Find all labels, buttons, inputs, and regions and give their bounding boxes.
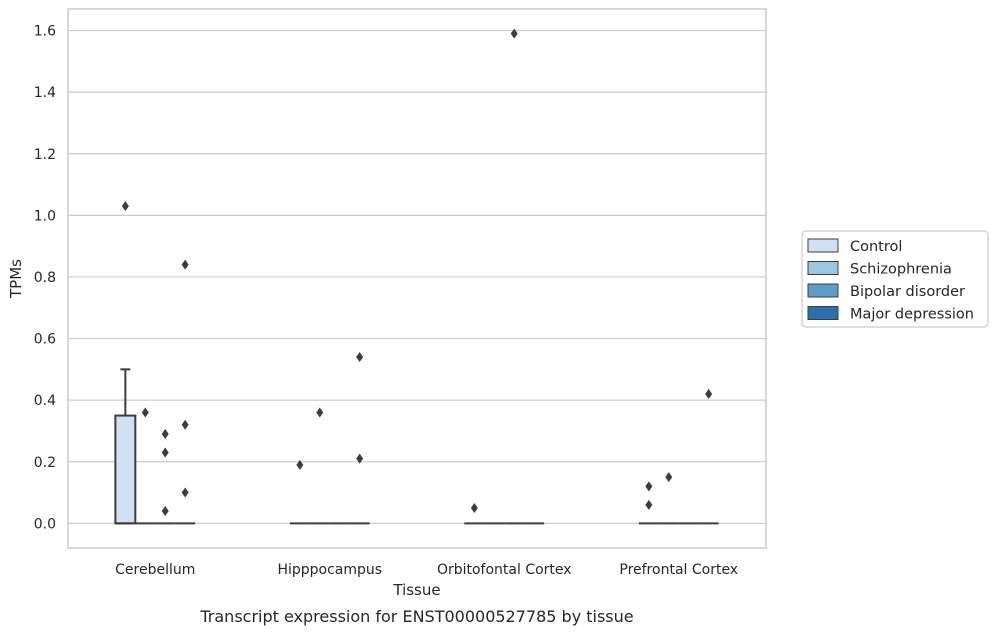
legend-label: Major depression <box>850 307 974 323</box>
outlier-point <box>161 506 169 517</box>
plot-frame <box>67 8 767 549</box>
y-tick-label: 0.6 <box>34 332 56 348</box>
outlier-point <box>121 201 129 212</box>
outlier-point <box>356 453 364 464</box>
legend-swatch <box>807 283 839 298</box>
outlier-point <box>296 459 304 470</box>
legend-swatch <box>807 261 839 275</box>
y-axis-title: TPMs <box>7 259 25 299</box>
legend-swatch <box>807 238 839 253</box>
outlier-point <box>141 407 149 418</box>
outlier-point <box>161 447 169 458</box>
y-tick-label: 0.0 <box>34 516 56 532</box>
legend-label: Schizophrenia <box>850 262 952 278</box>
x-tick-label: Hipppocampus <box>277 562 382 578</box>
outlier-point <box>705 389 713 399</box>
outlier-point <box>181 259 189 270</box>
x-tick-labels: Cerebellum Hipppocampus Orbitofontal Corte… <box>115 562 738 578</box>
y-tick-label: 1.0 <box>34 208 56 224</box>
legend-frame <box>801 230 989 328</box>
legend-label: Control <box>850 239 902 255</box>
x-tick-label: Orbitofontal Cortex <box>437 562 572 578</box>
box-series <box>114 28 719 525</box>
outlier-point <box>645 499 653 510</box>
outlier-point <box>645 481 653 492</box>
y-tick-label: 1.4 <box>34 85 56 101</box>
y-tick-label: 0.8 <box>34 270 56 286</box>
y-tick-label: 0.4 <box>34 393 56 409</box>
chart-caption: Transcript expression for ENST0000052778… <box>199 607 633 626</box>
y-tick-labels: 0.0 0.2 0.4 0.6 0.8 1.0 1.2 1.4 1.6 <box>34 24 56 533</box>
outlier-point <box>161 429 169 440</box>
x-tick-label: Cerebellum <box>115 562 195 578</box>
y-tick-label: 0.2 <box>34 455 56 471</box>
y-tick-label: 1.6 <box>34 24 56 40</box>
outlier-point <box>316 407 324 418</box>
outlier-point <box>356 352 364 363</box>
legend-label: Bipolar disorder <box>850 284 965 300</box>
outlier-point <box>510 28 518 39</box>
outlier-point <box>181 487 189 498</box>
legend: Control Schizophrenia Bipolar disorder Majo… <box>801 230 989 328</box>
legend-swatch <box>807 306 839 320</box>
x-axis-title: Tissue <box>392 581 440 599</box>
y-tick-label: 1.2 <box>34 147 56 163</box>
box <box>114 414 137 525</box>
outlier-point <box>665 472 673 483</box>
outlier-point <box>470 502 478 513</box>
x-tick-label: Prefrontal Cortex <box>619 562 738 578</box>
outlier-point <box>181 419 189 430</box>
